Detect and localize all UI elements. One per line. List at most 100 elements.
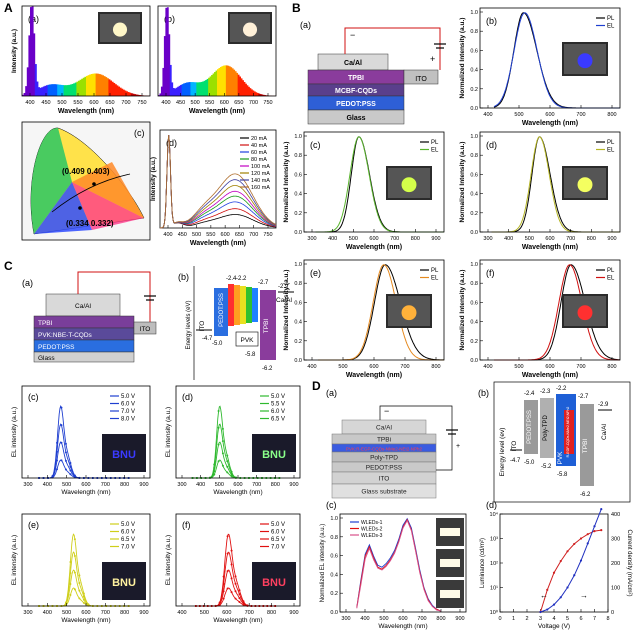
legend-entry: 7.0 V <box>121 409 135 415</box>
legend-entry: 7.0 V <box>121 545 135 551</box>
luminance-marker <box>579 537 583 540</box>
panel-label: (c) <box>326 500 337 510</box>
y-tick-label: 1.0 <box>470 262 478 268</box>
current-marker <box>593 525 596 528</box>
x-tick-label: 5 <box>566 616 569 622</box>
y-tick-label: 1.0 <box>330 516 338 522</box>
caal-label: Ca/Al <box>276 297 292 304</box>
x-tick-label: 300 <box>177 482 186 488</box>
spectrum-fill <box>158 7 277 97</box>
y2-tick-label: 300 <box>611 537 620 543</box>
layer <box>33 351 135 363</box>
luminance-line <box>540 529 602 613</box>
plot-frame <box>21 5 151 97</box>
x-tick-label: 2 <box>525 616 528 622</box>
badge-photo <box>252 562 296 600</box>
el-chart-C: (e) 300 400 500 600 700 800 900 Wavelength (nm) E… <box>11 513 151 624</box>
spectrum-bar <box>22 94 24 96</box>
luminance-marker <box>552 571 556 574</box>
x-tick-label: 650 <box>235 232 244 238</box>
x-tick-label: 450 <box>178 232 187 238</box>
photo-glow <box>112 22 128 37</box>
y-tick-label: 0.0 <box>470 358 478 364</box>
x-tick-label: 700 <box>245 610 254 616</box>
spectrum-bar <box>256 92 259 96</box>
spectrum-fill <box>22 6 151 97</box>
y-axis-label: Intensity (a.u.) <box>11 29 18 73</box>
spectrum-bar <box>81 78 84 96</box>
spectrum-bar <box>171 82 174 96</box>
layer-label: Ca/Al <box>344 60 362 67</box>
legend-entry: WLEDs-2 <box>361 527 383 533</box>
x-axis-label: Wavelength (nm) <box>213 489 262 496</box>
x-tick-label: 800 <box>607 112 616 118</box>
el-marker <box>226 552 229 555</box>
jvl-chart: (d) 0 1 2 3 4 5 6 7 8 10⁰ 10¹ 10² 10³ 10⁴ 0 100 200 300 400… <box>480 500 632 630</box>
photo-glow <box>577 305 593 321</box>
luminance-marker <box>546 588 549 591</box>
spectrum-bar <box>228 66 231 96</box>
layer-label: PVK:R-EGP-CQDs-NMe2-NEt2-NPh2 <box>346 447 423 452</box>
spectrum-bar <box>253 91 256 96</box>
minus-sign: − <box>350 30 355 40</box>
layer-label: MCBF-CQDs <box>335 88 377 95</box>
spectrum-bar <box>127 92 130 96</box>
level-value: -2.4 <box>226 276 237 282</box>
el-marker <box>217 443 220 446</box>
spectrum-bar <box>60 84 63 96</box>
current-marker <box>539 610 542 614</box>
spectrum-bar <box>126 91 128 96</box>
spectrum-bar <box>68 84 71 96</box>
device-stack-D: (a) Ca/Al TPBi PVK:R-EGP-CQDs-NMe2-NEt2-NPh… <box>326 388 460 499</box>
plot-frame <box>157 5 277 97</box>
x-tick-label: 600 <box>89 100 98 106</box>
x-tick-label: 500 <box>191 100 200 106</box>
legend-entry: 6.0 V <box>271 409 285 415</box>
y-tick-label: 0.6 <box>330 554 338 560</box>
y-tick-label: 0.6 <box>470 48 478 54</box>
el-marker <box>226 460 229 463</box>
level-value: -2.2 <box>236 276 247 282</box>
tpbi-block <box>580 404 594 486</box>
legend-entry: 5.0 V <box>271 394 285 400</box>
x-axis-label: Wavelength (nm) <box>61 489 110 496</box>
y-tick-label: 0.2 <box>470 87 478 93</box>
x-tick-label: 400 <box>25 100 34 106</box>
current-marker <box>586 542 589 545</box>
x-tick-label: 400 <box>483 112 492 118</box>
x-tick-label: 600 <box>220 100 229 106</box>
legend-entry: WLEDs-3 <box>361 533 383 539</box>
panel-label: (b) <box>164 14 175 24</box>
legend-entry: 20 mA <box>251 136 267 142</box>
legend-entry: PL <box>607 268 615 274</box>
spectrum-bar <box>165 7 168 96</box>
polytpd-label: Poly-TPD <box>543 414 549 440</box>
spectrum-bar <box>124 90 127 96</box>
pedot-block <box>524 400 538 454</box>
cie-blue <box>34 182 92 234</box>
y-axis-label: Normalized Intensity (a.u.) <box>283 142 290 223</box>
x-tick-label: 700 <box>566 236 575 242</box>
spectrum-bar <box>168 34 171 96</box>
panel-label: (a) <box>326 388 337 398</box>
luminance-marker <box>593 530 596 533</box>
el-marker <box>78 589 81 592</box>
spectrum-bar <box>39 87 42 96</box>
layer-label: TPBI <box>38 320 53 327</box>
el-marker <box>234 597 237 600</box>
current-marker <box>552 603 556 606</box>
x-tick-label: 450 <box>176 100 185 106</box>
legend-entry: 60 mA <box>251 150 267 156</box>
x-tick-label: 550 <box>73 100 82 106</box>
spectrum-bar <box>122 89 125 96</box>
x-tick-label: 800 <box>271 482 280 488</box>
legend: PL EL <box>420 268 439 282</box>
legend: PL EL <box>596 140 615 154</box>
circuit-wire <box>77 271 151 322</box>
spectrum-bar <box>129 92 132 96</box>
spectrum-bar <box>31 6 34 97</box>
qd-block <box>234 285 240 325</box>
y-tick-label: 0.2 <box>294 339 302 345</box>
el-marker <box>226 465 229 468</box>
el-marker <box>60 441 63 444</box>
